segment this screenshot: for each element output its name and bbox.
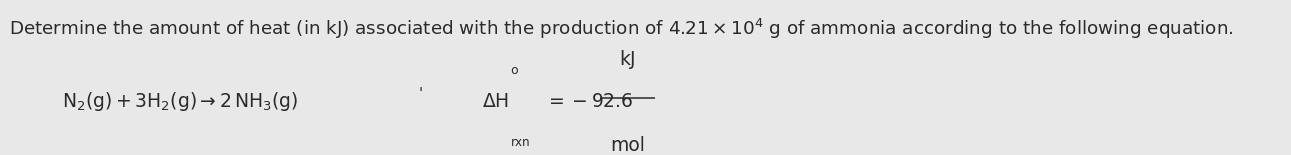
Text: $\mathrm{rxn}$: $\mathrm{rxn}$ [510, 136, 531, 149]
Text: mol: mol [611, 136, 646, 155]
Text: $= -92.6$: $= -92.6$ [545, 91, 634, 111]
Text: Determine the amount of heat (in kJ) associated with the production of $4.21 \ti: Determine the amount of heat (in kJ) ass… [9, 17, 1234, 41]
Text: $\mathrm{\Delta H}$: $\mathrm{\Delta H}$ [482, 91, 509, 111]
Text: $\mathrm{N_2(g) + 3H_2(g) \rightarrow 2\,NH_3(g)}$: $\mathrm{N_2(g) + 3H_2(g) \rightarrow 2\… [62, 90, 298, 113]
Text: $\mathrm{o}$: $\mathrm{o}$ [510, 64, 519, 77]
Text: kJ: kJ [620, 50, 636, 69]
Text: ': ' [418, 86, 422, 102]
